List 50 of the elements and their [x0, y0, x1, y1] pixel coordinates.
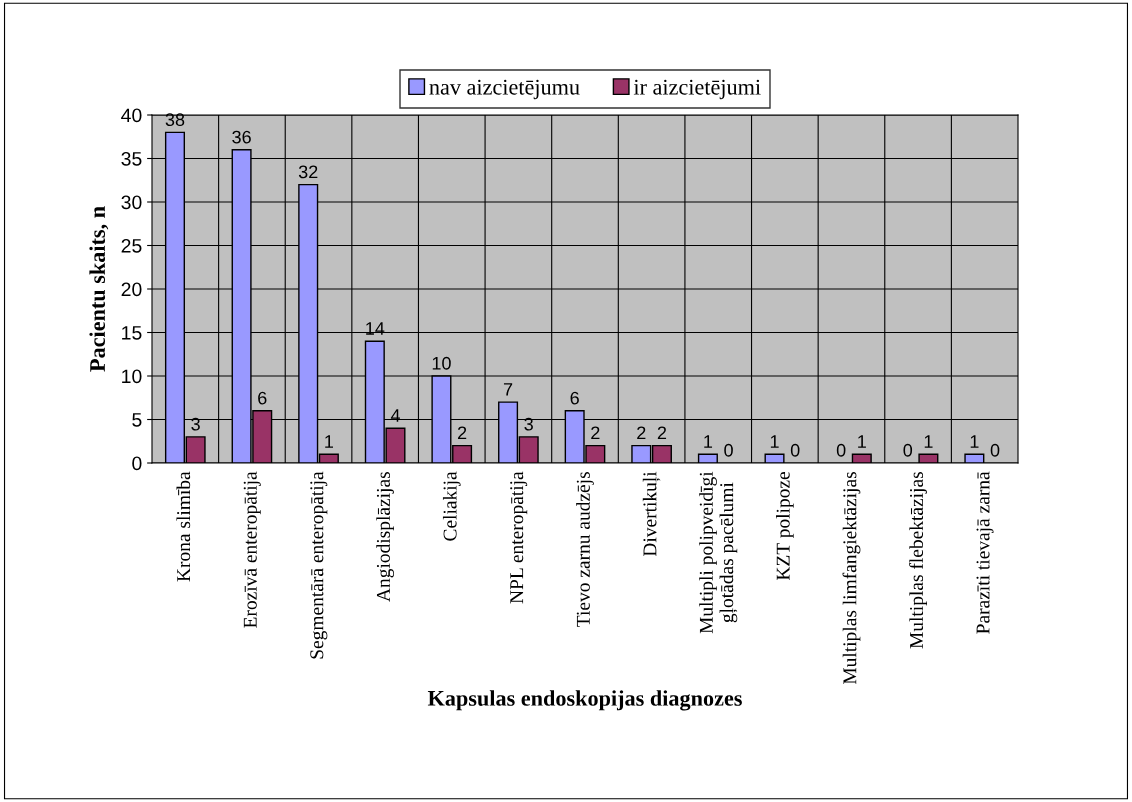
x-tick-label: Multiplas limfangiektāzijas: [842, 472, 861, 685]
data-label: 1: [924, 435, 933, 448]
data-label: 2: [657, 426, 667, 440]
data-label: 32: [298, 165, 318, 179]
data-label: 1: [770, 435, 779, 448]
y-tick-label: 30: [121, 195, 142, 210]
x-tick-label: Segmentārā enteropātija: [310, 471, 328, 659]
data-label: 0: [903, 443, 913, 457]
x-tick-label: Krona slimība: [176, 471, 191, 582]
data-label: 1: [704, 435, 713, 448]
y-tick-label: 25: [121, 238, 142, 253]
legend-label: nav aizcietējumu: [429, 79, 580, 100]
data-label: 10: [432, 356, 451, 370]
y-tick-label: 15: [122, 326, 142, 340]
y-tick-label: 20: [121, 282, 142, 297]
data-label: 1: [325, 435, 333, 448]
y-tick-label: 5: [132, 413, 142, 427]
x-tick-label: Celiakija: [442, 471, 461, 541]
legend-label: ir aizcietējumi: [633, 79, 761, 100]
x-tick-label: NPL enteropātija: [510, 471, 528, 604]
data-label: 0: [990, 443, 1000, 457]
x-tick-label: Multipli polipveidīgi gļotādas pacēlumi: [699, 471, 738, 634]
data-label: 14: [366, 322, 385, 335]
data-label: 0: [836, 443, 846, 457]
x-tick-label: Tievo zarnu audzējs: [576, 472, 594, 627]
x-tick-label: Angiodisplāzijas: [376, 472, 394, 602]
data-label: 2: [457, 426, 467, 440]
x-tick-label: Multiplas flebektāzijas: [909, 472, 927, 649]
data-label: 6: [258, 391, 267, 405]
x-tick-label: Erozīvā enteropātija: [243, 471, 261, 628]
data-label: 1: [858, 435, 866, 448]
data-label: 0: [724, 443, 733, 457]
data-label: 7: [503, 383, 513, 396]
data-label: 38: [165, 113, 185, 127]
data-label: 4: [390, 409, 400, 422]
y-tick-label: 0: [132, 456, 142, 471]
x-tick-label: Parazīti tievajā zarnā: [976, 471, 994, 634]
data-label: 0: [790, 443, 800, 457]
x-tick-label: Divertikuļi: [642, 471, 661, 557]
data-label: 36: [232, 130, 251, 144]
data-label: 2: [637, 426, 646, 440]
x-tick-label: KZT polipoze: [776, 472, 794, 581]
y-axis-title: Pacientu skaits, n: [89, 206, 109, 372]
data-label: 1: [970, 435, 979, 448]
y-tick-label: 10: [122, 369, 142, 384]
y-tick-label: 35: [121, 151, 142, 166]
y-tick-label: 40: [121, 108, 142, 123]
x-axis-title: Kapsulas endoskopijas diagnozes: [427, 690, 742, 711]
data-label: 2: [591, 426, 600, 440]
data-label: 6: [570, 391, 579, 405]
